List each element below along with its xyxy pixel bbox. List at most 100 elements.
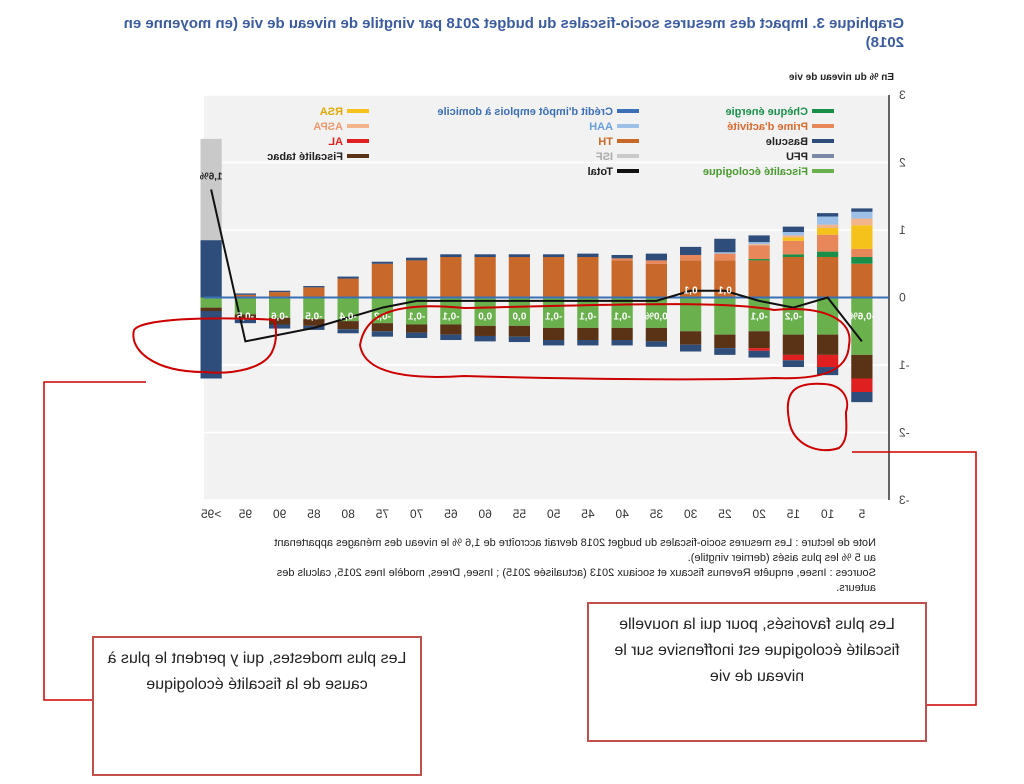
legend-swatch (812, 109, 834, 113)
bar-segment (371, 323, 393, 332)
note-line-4: auteurs. (836, 582, 876, 594)
bar-segment (371, 331, 393, 337)
legend-swatch (812, 169, 834, 173)
x-tick-label: 70 (410, 507, 424, 521)
note-line-2: au 5 % les plus aisés (dernier vingtile)… (687, 552, 876, 564)
chart-legend: Chèque énergie Prime d'activité Bascule PFU… (267, 106, 834, 178)
legend-label: ASPA (313, 121, 343, 133)
bar-segment (645, 341, 667, 347)
bar-segment (748, 245, 770, 260)
x-tick-label: 60 (478, 507, 492, 521)
bar-segment (611, 327, 633, 341)
bar-segment (680, 344, 702, 352)
bar-segment (645, 327, 667, 342)
legend-swatch (617, 124, 639, 128)
bar-segment (269, 290, 291, 293)
legend-swatch (812, 139, 834, 143)
bar-segment (474, 254, 496, 257)
bar-segment (714, 252, 736, 254)
legend-label: TH (598, 136, 613, 148)
bar-segment (680, 246, 702, 255)
bar-segment (782, 254, 804, 257)
bar-segment (782, 226, 804, 233)
bar-segment (782, 334, 804, 355)
bar-segment (269, 324, 291, 329)
callout-poorest: Les plus modestes, qui y perdent le plus… (92, 636, 422, 776)
connector-poorest (852, 451, 977, 706)
connector-richest (43, 381, 146, 701)
data-label: 0,0% (645, 312, 668, 323)
bar-segment (303, 286, 325, 288)
bar-segment (714, 260, 736, 298)
data-label: -0,1 (579, 312, 597, 323)
bar-segment (782, 360, 804, 368)
y-tick-label: 3 (899, 88, 906, 102)
data-label: -0,1 (442, 312, 460, 323)
bar-segment (200, 307, 222, 311)
bar-segment (269, 297, 291, 318)
data-label: 0,0 (512, 312, 526, 323)
bar-segment (714, 253, 736, 261)
bar-segment (508, 336, 530, 343)
legend-label: Crédit d'impôt emplois à domicile (437, 106, 613, 118)
bar-segment (577, 327, 599, 341)
bar-segment (234, 294, 256, 298)
x-tick-label: 10 (821, 507, 835, 521)
bar-segment (817, 213, 839, 217)
bar-segment (337, 321, 359, 330)
x-tick-label: 30 (684, 507, 698, 521)
bar-segment (508, 257, 530, 298)
total-line (210, 189, 863, 343)
reading-note: Note de lecture : Les mesures socio-fisc… (136, 536, 876, 596)
bar-segment (645, 253, 667, 261)
bar-segment (817, 257, 839, 298)
bar-segment (474, 335, 496, 342)
legend-swatch (347, 139, 369, 143)
bar-segment (782, 257, 804, 298)
bar-segment (474, 325, 496, 336)
x-tick-label: 15 (786, 507, 800, 521)
bar-segment (474, 257, 496, 298)
bar-segment (680, 254, 702, 261)
bar-segment (234, 293, 256, 295)
bar-segment (234, 319, 256, 324)
bar-segment (851, 257, 873, 264)
bar-segment (440, 324, 462, 335)
legend-label: ISF (596, 151, 613, 163)
bar-segment (817, 334, 839, 355)
bar-segment (748, 242, 770, 245)
legend-label: AL (328, 136, 343, 148)
note-line-3: Sources : Insee, enquête Revenus fiscaux… (276, 567, 876, 579)
data-label: -0,5 (236, 312, 254, 323)
bar-segment (543, 327, 565, 341)
bar-segment (611, 254, 633, 259)
data-label: -0,1 (613, 312, 631, 323)
x-tick-label: 35 (649, 507, 663, 521)
data-label: -0,5 (305, 312, 323, 323)
legend-swatch (812, 154, 834, 158)
bar-segment (406, 332, 428, 338)
bar-segment (851, 211, 873, 219)
legend-swatch (617, 109, 639, 113)
bar-segment (817, 367, 839, 376)
bar-segment (782, 235, 804, 238)
bar-segment (543, 257, 565, 298)
bar-segment (234, 314, 256, 320)
bar-segment (851, 225, 873, 249)
bar-segment (748, 235, 770, 243)
x-tick-label: 40 (615, 507, 629, 521)
y-tick-label: -3 (899, 493, 910, 507)
bar-segment (200, 240, 222, 298)
x-tick-label: 85 (307, 507, 321, 521)
bar-segment (817, 234, 839, 252)
bar-segment (577, 253, 599, 257)
data-label: -0,6 (271, 312, 289, 323)
legend-swatch (347, 154, 369, 158)
bar-segment (508, 254, 530, 257)
legend-swatch (812, 124, 834, 128)
highlight-outline-poor (786, 382, 849, 452)
bar-segment (645, 260, 667, 264)
legend-swatch (347, 124, 369, 128)
bar-segment (406, 260, 428, 298)
